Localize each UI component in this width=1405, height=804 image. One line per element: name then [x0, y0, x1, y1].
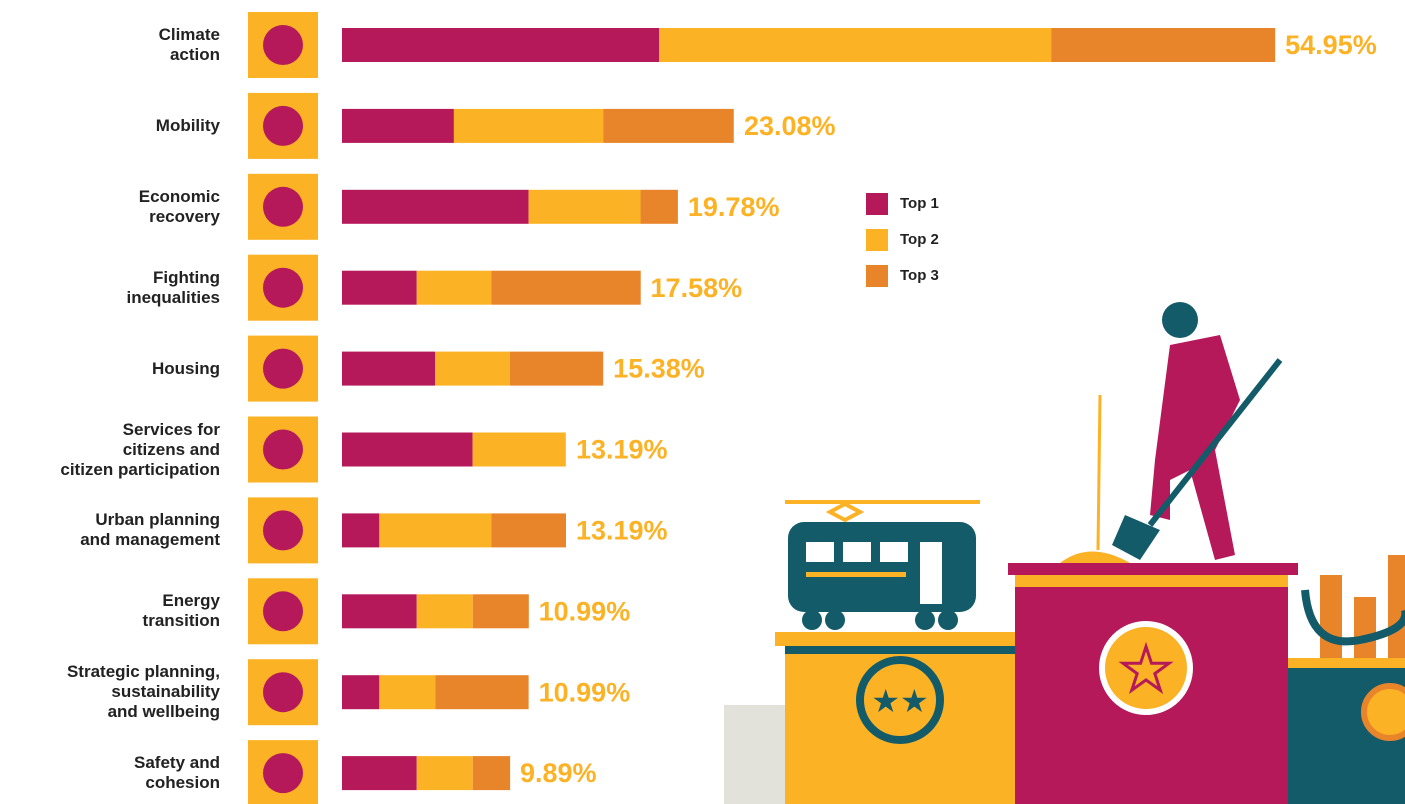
- bar-segment: [342, 189, 529, 224]
- bar-segment: [379, 513, 492, 548]
- legend-swatch: [866, 265, 888, 287]
- bar-segment: [491, 513, 566, 548]
- category-icon-glyph: [263, 591, 303, 632]
- bar-segment: [453, 108, 604, 143]
- legend-swatch: [866, 193, 888, 215]
- category-label: Strategic planning, sustainability and w…: [66, 662, 220, 722]
- legend-swatch: [866, 229, 888, 251]
- bar-segment: [491, 270, 641, 305]
- category-icon-glyph: [263, 429, 303, 470]
- bar-segment: [342, 270, 417, 305]
- bar-segment: [435, 675, 529, 710]
- bar-segment: [342, 351, 436, 386]
- category-icon-glyph: [263, 267, 303, 308]
- category-icon-glyph: [263, 186, 303, 227]
- icons: [248, 12, 318, 804]
- svg-text:★: ★: [1119, 636, 1173, 703]
- bar-segment: [659, 28, 1052, 62]
- category-icon-glyph: [263, 672, 303, 713]
- bar-segment: [342, 432, 473, 467]
- total-label: 13.19%: [576, 516, 668, 546]
- bar-segment: [342, 513, 380, 548]
- bar-segment: [435, 351, 510, 386]
- illustration: ★★ ★: [724, 302, 1405, 804]
- bar-segment: [1051, 28, 1276, 62]
- category-label: Safety and cohesion: [134, 753, 220, 793]
- total-label: 17.58%: [651, 273, 743, 303]
- bar-segment: [416, 594, 473, 629]
- total-label: 15.38%: [613, 354, 705, 384]
- category-icon-glyph: [263, 348, 303, 389]
- total-label: 19.78%: [688, 192, 780, 222]
- category-label: Energy transition: [142, 591, 220, 631]
- category-label: Services for citizens and citizen partic…: [60, 419, 220, 479]
- bar-segment: [416, 270, 492, 305]
- total-label: 54.95%: [1285, 30, 1377, 60]
- bar-segment: [509, 351, 604, 386]
- bar-segment: [342, 675, 380, 710]
- category-label: Urban planning and management: [80, 510, 220, 550]
- total-label: 10.99%: [539, 596, 631, 626]
- bar-segment: [472, 594, 529, 629]
- category-icon-glyph: [263, 510, 303, 551]
- bar-segment: [472, 756, 511, 791]
- category-icon-glyph: [263, 753, 303, 794]
- category-label: Economic recovery: [138, 186, 220, 226]
- legend-label: Top 2: [900, 231, 939, 248]
- bar-segment: [528, 189, 641, 224]
- bar-segment: [379, 675, 436, 710]
- bar-segment: [342, 108, 454, 143]
- bar-segment: [640, 189, 678, 224]
- bar-segment: [416, 756, 473, 791]
- legend-label: Top 1: [900, 195, 939, 212]
- legend-label: Top 3: [900, 267, 939, 284]
- svg-text:★★: ★★: [871, 683, 928, 719]
- category-label: Climate action: [158, 25, 220, 64]
- category-label: Mobility: [155, 115, 220, 135]
- category-label: Housing: [152, 358, 220, 378]
- bar-segment: [342, 594, 417, 629]
- category-icon-glyph: [263, 25, 303, 65]
- bar-segment: [342, 756, 417, 791]
- total-label: 10.99%: [539, 677, 631, 707]
- total-label: 13.19%: [576, 435, 668, 465]
- category-label: Fighting inequalities: [126, 267, 220, 307]
- bar-segment: [472, 432, 566, 467]
- total-label: 23.08%: [744, 111, 836, 141]
- total-label: 9.89%: [520, 758, 597, 788]
- category-icon-glyph: [263, 105, 303, 146]
- bar-segment: [342, 28, 660, 62]
- bar-segment: [603, 108, 734, 143]
